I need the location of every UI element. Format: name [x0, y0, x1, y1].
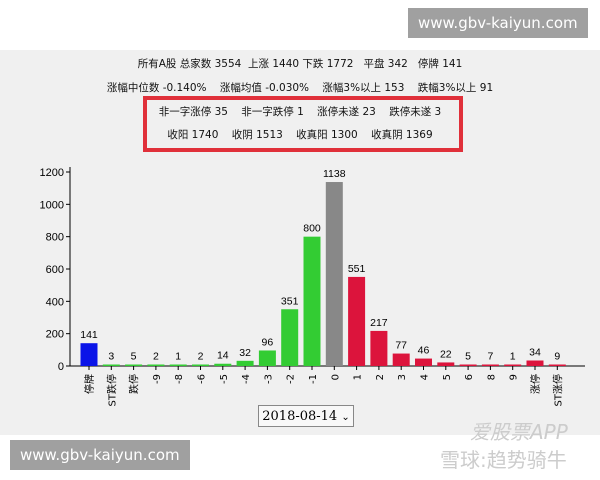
x-tick-label: 2 — [375, 374, 386, 380]
stats-line-3: 非一字涨停 35 非一字跌停 1 涨停未遂 23 跌停未遂 3 — [158, 106, 442, 118]
x-tick-label: -4 — [241, 374, 252, 384]
bar — [459, 364, 477, 366]
data-label: 7 — [487, 351, 493, 363]
x-tick-label: 3 — [397, 374, 408, 380]
x-tick-label: -5 — [219, 374, 230, 384]
bar — [258, 350, 276, 366]
data-label: 800 — [303, 223, 321, 235]
bar — [348, 276, 366, 366]
data-label: 217 — [370, 317, 388, 329]
y-tick-label: 800 — [46, 232, 64, 244]
data-label: 46 — [418, 345, 430, 357]
bar — [370, 330, 388, 366]
bar — [169, 364, 187, 366]
y-tick-label: 400 — [46, 296, 64, 308]
highlight-box — [143, 96, 463, 152]
x-tick-label: 4 — [420, 374, 431, 380]
data-label: 141 — [80, 329, 98, 341]
app-watermark-2: 雪球:趋势骑牛 — [440, 448, 567, 472]
data-label: 1 — [175, 351, 181, 363]
data-label: 2 — [153, 351, 159, 363]
x-tick-label: -1 — [308, 374, 319, 384]
data-label: 5 — [465, 351, 471, 363]
bar — [80, 343, 98, 366]
bar — [481, 364, 499, 366]
bar — [214, 363, 232, 366]
watermark-bottom: www.gbv-kaiyun.com — [10, 440, 190, 470]
data-label: 551 — [348, 263, 366, 275]
data-label: 96 — [262, 336, 274, 348]
x-tick-label: 5 — [442, 374, 453, 380]
bar — [147, 364, 165, 366]
stats-line-2: 涨幅中位数 -0.140% 涨幅均值 -0.030% 涨幅3%以上 153 跌幅… — [106, 82, 494, 94]
data-label: 9 — [554, 351, 560, 363]
bar — [192, 364, 209, 366]
x-tick-label: -6 — [197, 374, 208, 384]
data-label: 34 — [529, 347, 541, 359]
data-label: 1138 — [323, 168, 346, 180]
app-watermark: 爱股票APP — [470, 420, 568, 444]
bar — [548, 364, 566, 366]
data-label: 32 — [239, 347, 251, 359]
data-label: 14 — [217, 350, 229, 362]
x-tick-label: ST涨停 — [551, 374, 564, 406]
x-tick-label: ST跌停 — [105, 374, 118, 406]
x-tick-label: 9 — [509, 374, 520, 380]
x-tick-label: 6 — [464, 374, 475, 380]
watermark-top: www.gbv-kaiyun.com — [408, 8, 588, 38]
bar — [415, 358, 432, 366]
data-label: 351 — [281, 295, 299, 307]
x-tick-label: 8 — [486, 374, 497, 380]
bar — [281, 309, 299, 366]
x-tick-label: 1 — [353, 374, 364, 380]
y-tick-label: 200 — [46, 329, 64, 341]
chart-panel — [0, 50, 600, 435]
x-tick-label: 0 — [330, 374, 341, 380]
bar — [102, 364, 120, 366]
bar — [526, 360, 544, 366]
bar — [392, 353, 410, 366]
chevron-down-icon: ⌄ — [341, 412, 350, 423]
data-label: 5 — [131, 351, 137, 363]
bar — [303, 236, 321, 366]
stats-line-1: 所有A股 总家数 3554 上涨 1440 下跌 1772 平盘 342 停牌 … — [137, 58, 463, 70]
date-select[interactable]: 2018-08-14 ⌄ — [258, 405, 354, 427]
y-tick-label: 600 — [46, 264, 64, 276]
x-tick-label: -2 — [286, 374, 297, 384]
bar — [325, 182, 343, 366]
data-label: 2 — [198, 351, 204, 363]
stats-line-4: 收阳 1740 收阴 1513 收真阳 1300 收真阴 1369 — [167, 129, 433, 141]
x-tick-label: 停牌 — [83, 374, 96, 394]
x-tick-label: -8 — [174, 374, 185, 384]
data-label: 77 — [395, 340, 407, 352]
y-tick-label: 0 — [58, 361, 64, 373]
bar — [236, 360, 254, 366]
bar — [504, 364, 522, 366]
x-tick-label: 涨停 — [529, 374, 542, 394]
bar — [437, 362, 455, 366]
x-tick-label: -9 — [152, 374, 163, 384]
y-tick-label: 1200 — [40, 167, 64, 179]
data-label: 22 — [440, 348, 452, 360]
x-tick-label: 跌停 — [128, 374, 141, 394]
date-value: 2018-08-14 — [262, 409, 338, 424]
data-label: 1 — [510, 351, 516, 363]
data-label: 3 — [108, 351, 114, 363]
bar — [125, 364, 143, 366]
x-tick-label: -3 — [263, 374, 274, 384]
y-tick-label: 1000 — [40, 199, 64, 211]
